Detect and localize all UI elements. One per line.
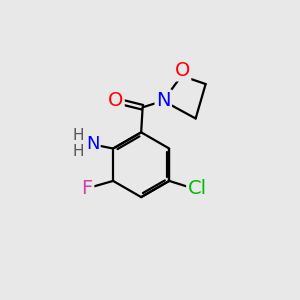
Text: H: H	[73, 144, 84, 159]
Text: Cl: Cl	[188, 179, 207, 198]
Text: N: N	[86, 135, 99, 153]
Text: O: O	[108, 91, 123, 110]
Text: O: O	[174, 61, 190, 80]
Text: N: N	[156, 91, 170, 110]
Text: F: F	[82, 179, 93, 198]
Text: H: H	[73, 128, 84, 143]
